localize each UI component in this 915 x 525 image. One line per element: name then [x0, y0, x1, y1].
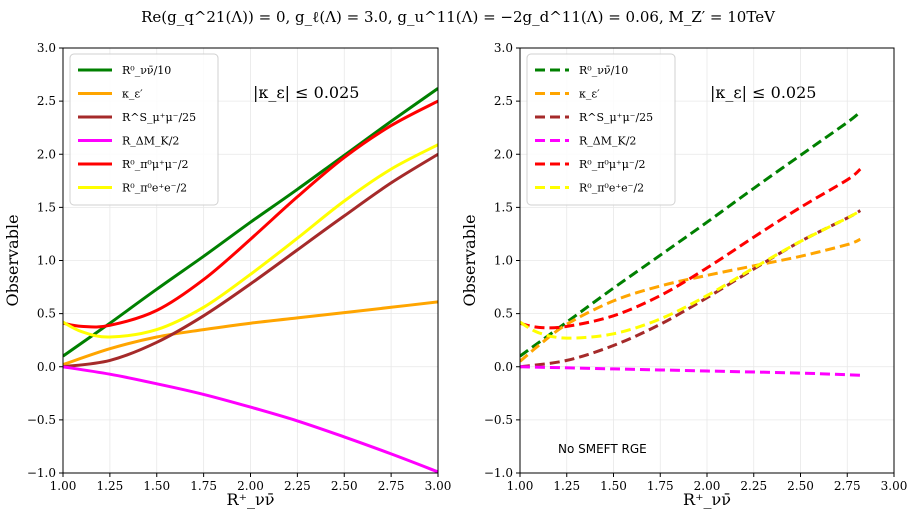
legend-label: R⁰_π⁰e⁺e⁻/2: [579, 182, 644, 195]
x-tick-label: 1.75: [190, 479, 217, 493]
y-tick-label: 1.5: [37, 200, 56, 214]
legend-box: [526, 53, 676, 206]
legend-label: κ_ε′: [122, 88, 143, 101]
x-tick-label: 1.00: [507, 479, 534, 493]
series-line: [63, 99, 438, 329]
x-tick-label: 2.25: [284, 479, 311, 493]
y-tick-label: 2.0: [494, 147, 513, 161]
x-tick-label: 1.25: [553, 479, 580, 493]
x-tick-label: 2.50: [787, 479, 814, 493]
series-line: [520, 167, 862, 330]
y-tick-label: 1.0: [37, 254, 56, 268]
x-tick-label: 2.25: [740, 479, 767, 493]
series-line: [63, 365, 438, 473]
legend-label: κ_ε′: [579, 88, 600, 101]
legend-label: R⁰_π⁰μ⁺μ⁻/2: [122, 158, 188, 171]
constraint-annotation: |κ_ε| ≤ 0.025: [253, 83, 359, 102]
y-tick-label: 3.0: [494, 41, 513, 55]
x-tick-label: 2.00: [237, 479, 264, 493]
series-line: [63, 87, 438, 358]
legend-label: R_ΔM_K/2: [122, 135, 179, 148]
y-axis-label: Observable: [460, 214, 479, 306]
right-panel: 1.00 1.25 1.50 1.75 2.00 2.25 2.50 2.75 3.00 −1.0…: [460, 41, 907, 509]
legend: R⁰_νν̄/10 κ_ε′ R^S_μ⁺μ⁻/25 R_ΔM_K/2 R⁰_π⁰μ⁺μ…: [526, 53, 676, 206]
figure-title: Re(g_q^21(Λ)) = 0, g_ℓ(Λ) = 3.0, g_u^11(…: [141, 8, 776, 26]
y-tick-label: 0.5: [37, 307, 56, 321]
y-tick-label: 0.0: [37, 360, 56, 374]
series-line: [520, 237, 861, 363]
y-tick-label: 0.0: [494, 360, 513, 374]
x-tick-label: 2.75: [378, 479, 405, 493]
y-tick-label: 2.5: [494, 94, 513, 108]
y-tick-label: 0.5: [494, 307, 513, 321]
legend: R⁰_νν̄/10 κ_ε′ R^S_μ⁺μ⁻/25 R_ΔM_K/2 R⁰_π⁰μ⁺μ…: [69, 53, 219, 206]
x-tick-label: 2.75: [834, 479, 861, 493]
series-line: [520, 209, 862, 369]
legend-box: [69, 53, 219, 206]
series-line: [63, 143, 438, 339]
y-tick-label: 3.0: [37, 41, 56, 55]
footnote-annotation: No SMEFT RGE: [558, 442, 647, 456]
legend-label: R_ΔM_K/2: [579, 135, 636, 148]
constraint-annotation: |κ_ε| ≤ 0.025: [710, 83, 816, 102]
series-line: [520, 110, 862, 358]
y-tick-label: 1.0: [494, 254, 513, 268]
legend-label: R⁰_νν̄/10: [579, 64, 628, 77]
series-line: [63, 300, 438, 367]
x-tick-label: 2.00: [694, 479, 721, 493]
series-group: [520, 110, 862, 377]
legend-label: R⁰_π⁰μ⁺μ⁻/2: [579, 158, 645, 171]
legend-label: R^S_μ⁺μ⁻/25: [579, 111, 653, 124]
x-axis-label: R⁺_νν̄: [683, 490, 731, 509]
x-tick-label: 1.75: [647, 479, 674, 493]
x-tick-label: 1.25: [97, 479, 124, 493]
x-tick-label: 3.00: [425, 479, 452, 493]
left-panel: 1.00 1.25 1.50 1.75 2.00 2.25 2.50 2.75 3.00 −1.0…: [3, 41, 451, 509]
legend-label: R^S_μ⁺μ⁻/25: [122, 111, 196, 124]
y-axis-label: Observable: [3, 214, 22, 306]
y-tick-label: −1.0: [27, 466, 56, 480]
y-tick-label: −1.0: [484, 466, 513, 480]
x-tick-label: 1.50: [600, 479, 627, 493]
x-tick-label: 1.00: [50, 479, 77, 493]
y-tick-label: 2.5: [37, 94, 56, 108]
y-tick-label: 2.0: [37, 147, 56, 161]
y-tick-label: −0.5: [484, 413, 513, 427]
y-tick-label: −0.5: [27, 413, 56, 427]
y-tick-label: 1.5: [494, 200, 513, 214]
x-tick-label: 2.50: [331, 479, 358, 493]
x-tick-label: 3.00: [881, 479, 908, 493]
legend-label: R⁰_π⁰e⁺e⁻/2: [122, 182, 187, 195]
series-line: [520, 365, 861, 377]
legend-label: R⁰_νν̄/10: [122, 64, 171, 77]
x-axis-label: R⁺_νν̄: [227, 490, 275, 509]
series-line: [63, 153, 438, 369]
series-line: [520, 209, 862, 340]
series-group: [63, 87, 438, 473]
x-tick-label: 1.50: [143, 479, 170, 493]
